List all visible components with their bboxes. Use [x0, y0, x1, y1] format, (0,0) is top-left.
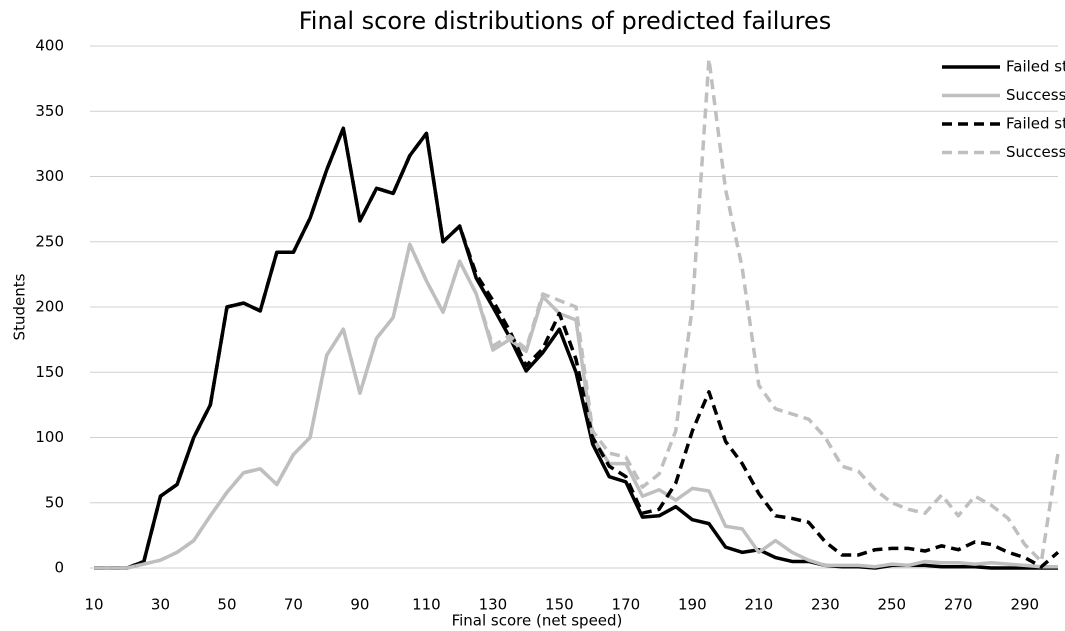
x-tick-label: 110	[412, 596, 441, 614]
y-tick-label: 150	[35, 363, 64, 381]
y-tick-label: 300	[35, 167, 64, 185]
legend-label: Successful students, 35%	[1006, 86, 1065, 104]
x-tick-label: 10	[84, 596, 103, 614]
x-tick-label: 270	[944, 596, 973, 614]
y-axis-label: Students	[11, 273, 29, 340]
x-axis-label: Final score (net speed)	[452, 612, 623, 630]
x-tick-label: 190	[678, 596, 707, 614]
x-tick-label: 50	[217, 596, 236, 614]
line-series	[94, 126, 1060, 570]
y-tick-label: 100	[35, 428, 64, 446]
x-tick-label: 70	[284, 596, 303, 614]
x-tick-label: 30	[151, 596, 170, 614]
chart-title: Final score distributions of predicted f…	[299, 7, 832, 35]
x-tick-label: 290	[1010, 596, 1039, 614]
x-tick-label: 90	[350, 596, 369, 614]
line-series	[94, 57, 1060, 570]
x-tick-label: 130	[479, 596, 508, 614]
line-series	[94, 126, 1058, 570]
y-tick-label: 350	[35, 102, 64, 120]
legend-label: Successful students, 20%	[1006, 143, 1065, 161]
y-tick-label: 400	[35, 37, 64, 55]
x-tick-label: 250	[877, 596, 906, 614]
x-tick-label: 210	[745, 596, 774, 614]
y-tick-label: 250	[35, 232, 64, 250]
legend-label: Failed students, 20%	[1006, 115, 1065, 133]
line-series	[94, 242, 1058, 570]
y-tick-label: 200	[35, 298, 64, 316]
x-tick-label: 150	[545, 596, 574, 614]
x-tick-label: 170	[612, 596, 641, 614]
x-tick-label: 230	[811, 596, 840, 614]
y-tick-label: 50	[45, 493, 64, 511]
legend-label: Failed students, 35%	[1006, 58, 1065, 76]
y-tick-label: 0	[54, 559, 64, 577]
